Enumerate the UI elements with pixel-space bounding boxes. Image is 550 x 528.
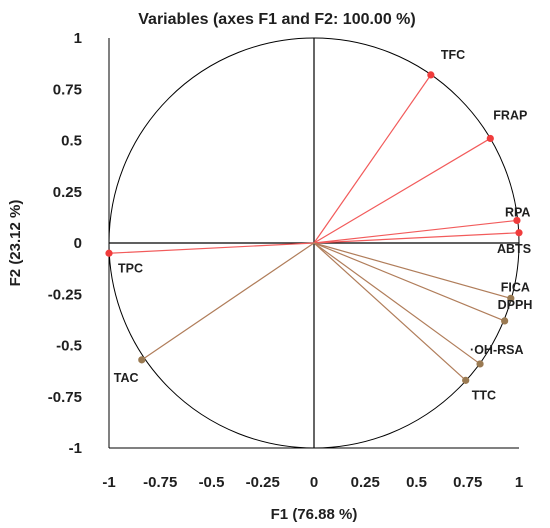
variable-label: TTC <box>472 388 496 402</box>
variable-label: RPA <box>505 205 530 219</box>
chart-title: Variables (axes F1 and F2: 100.00 %) <box>138 11 415 28</box>
variable-labels: TFC FRAP RPA ABTS TPC FICA DPPH ·OH-RSA TTC TAC <box>114 48 533 402</box>
y-tick-label: 0.75 <box>53 81 82 98</box>
variable-point <box>486 134 494 143</box>
variable-vectors <box>108 74 520 381</box>
variable-label: ·OH-RSA <box>470 343 523 357</box>
x-tick-label: 0.25 <box>351 474 380 491</box>
axes <box>108 37 520 449</box>
x-tick-label: -1 <box>102 474 115 491</box>
variable-point <box>507 294 515 302</box>
x-tick-label: -0.25 <box>246 474 280 491</box>
x-tick-labels: -1 -0.75 -0.5 -0.25 0 0.25 0.5 0.75 1 <box>102 474 523 491</box>
variable-label: FRAP <box>493 108 527 122</box>
variable-label: DPPH <box>498 298 533 312</box>
variable-markers <box>105 71 523 384</box>
vector-line <box>313 232 520 244</box>
variable-point <box>515 229 523 237</box>
variable-point <box>513 216 521 225</box>
variable-label: FICA <box>501 280 530 294</box>
x-tick-label: -0.75 <box>143 474 177 491</box>
y-tick-label: -1 <box>69 440 82 457</box>
y-tick-label: -0.25 <box>48 286 82 303</box>
variable-point <box>462 376 470 384</box>
variable-label: ABTS <box>497 242 531 256</box>
x-tick-label: 0.5 <box>406 474 427 491</box>
vector-line <box>313 219 518 244</box>
x-tick-label: 0 <box>310 474 318 491</box>
variable-point <box>138 356 146 364</box>
y-tick-label: 0.5 <box>61 133 82 150</box>
vector-line <box>141 242 315 361</box>
y-tick-label: 0.25 <box>53 184 82 201</box>
variable-label: TFC <box>441 48 465 62</box>
y-tick-label: 0 <box>74 235 82 252</box>
vector-line <box>313 242 511 299</box>
vector-line <box>313 242 467 381</box>
vector-line <box>313 137 491 244</box>
x-tick-label: 1 <box>515 474 523 491</box>
y-axis-title: F2 (23.12 %) <box>7 200 24 287</box>
variable-label: TPC <box>118 261 143 275</box>
vector-line <box>313 242 505 322</box>
variable-point <box>427 71 435 79</box>
y-tick-label: 1 <box>74 30 82 47</box>
x-axis-title: F1 (76.88 %) <box>271 506 358 523</box>
vector-line <box>108 242 315 254</box>
variable-point <box>476 360 484 368</box>
y-tick-label: -0.75 <box>48 389 82 406</box>
x-tick-label: -0.5 <box>199 474 225 491</box>
x-tick-label: 0.75 <box>453 474 482 491</box>
vector-line <box>313 242 481 365</box>
y-tick-label: -0.5 <box>56 338 82 355</box>
variable-point <box>105 249 113 257</box>
vector-line <box>313 74 432 244</box>
variable-label: TAC <box>114 371 139 385</box>
y-tick-labels: 1 0.75 0.5 0.25 0 -0.25 -0.5 -0.75 -1 <box>48 30 82 457</box>
variable-point <box>501 317 509 325</box>
